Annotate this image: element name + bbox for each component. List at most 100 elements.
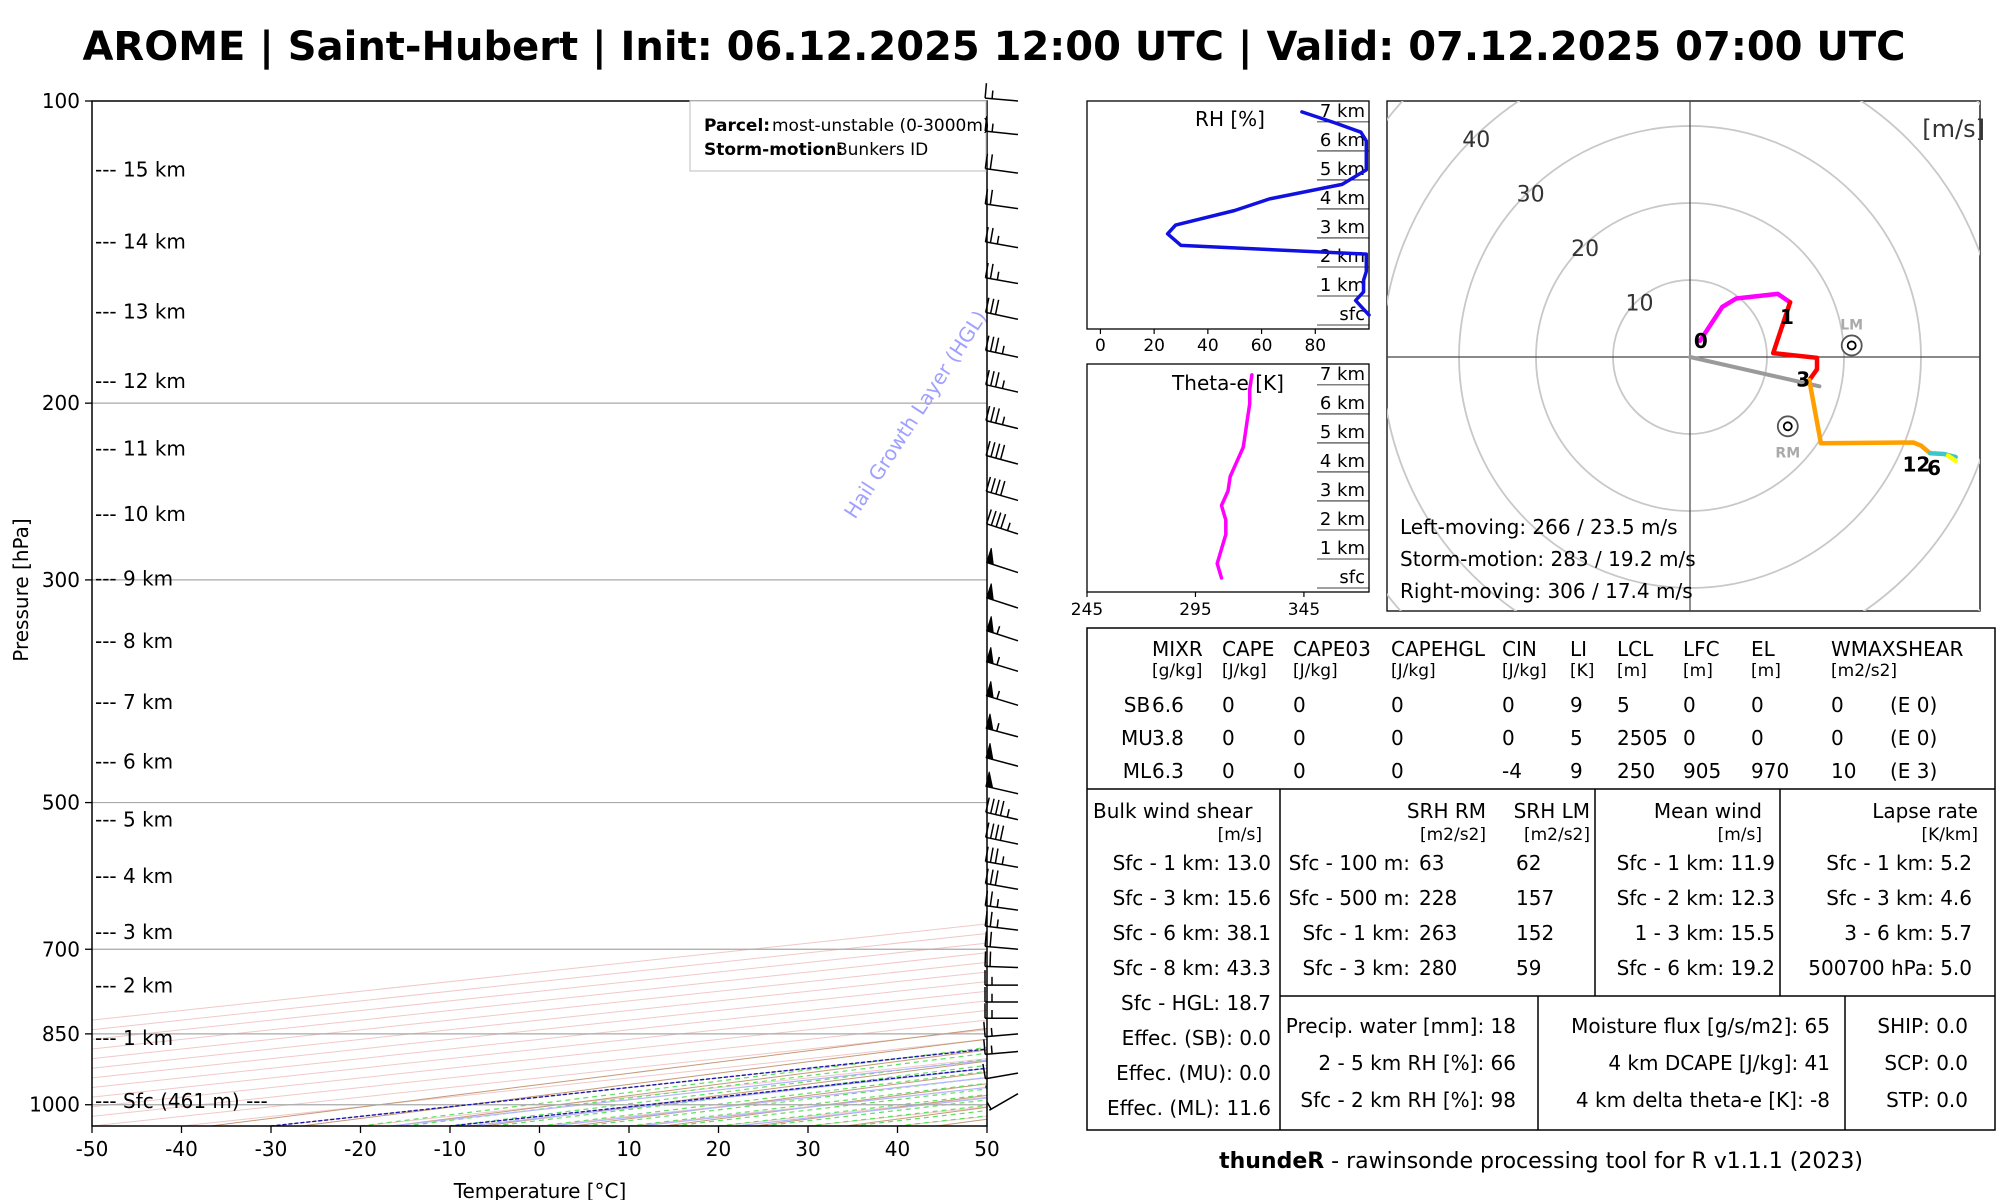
barb-half-flag bbox=[996, 898, 1000, 908]
barb-half-flag bbox=[991, 123, 994, 132]
param-value: 0 bbox=[1293, 759, 1306, 783]
barb-half-flag bbox=[1006, 522, 1011, 531]
param-header: CAPEHGL bbox=[1391, 637, 1486, 661]
wind-barb bbox=[984, 116, 1019, 136]
hodograph-frame bbox=[1386, 100, 1981, 612]
bulk-title: Bulk wind shear bbox=[1093, 799, 1253, 823]
barb-pennant bbox=[985, 713, 994, 731]
height-label: 2 km bbox=[1320, 246, 1365, 267]
legend-storm-key: Storm-motion: bbox=[704, 140, 843, 160]
barb-shaft bbox=[985, 349, 1019, 358]
param-header: CAPE bbox=[1222, 637, 1274, 661]
wind-barb bbox=[984, 262, 1019, 285]
bulk-row: Effec. (MU): 0.0 bbox=[1116, 1061, 1271, 1085]
srh-rm-value: 228 bbox=[1419, 886, 1457, 910]
moisture-row: 4 km DCAPE [J/kg]: 41 bbox=[1608, 1051, 1830, 1075]
x-tick-label: 20 bbox=[706, 1137, 731, 1161]
height-label: --- 6 km bbox=[95, 749, 173, 773]
param-row-label: MU bbox=[1121, 726, 1153, 750]
param-unit: [m] bbox=[1751, 661, 1781, 681]
hodo-info-left: Left-moving: 266 / 23.5 m/s bbox=[1400, 515, 1678, 539]
wind-barb bbox=[983, 1039, 1019, 1056]
theta-e-content: sfc 1 km 2 km 3 km 4 km 5 km 6 km 7 km 245 295 345 bbox=[1071, 364, 1369, 620]
height-label: --- 9 km bbox=[95, 566, 173, 590]
hodo-height-label: 0 bbox=[1694, 329, 1708, 353]
thermo-params: MIXR[g/kg]CAPE[J/kg]CAPE03[J/kg]CAPEHGL[… bbox=[1121, 637, 1963, 783]
x-tick-label: 0 bbox=[1095, 336, 1106, 356]
barb-flag bbox=[994, 870, 999, 886]
barb-half-flag bbox=[996, 919, 999, 928]
height-label: --- 14 km bbox=[95, 229, 186, 253]
mixing-ratio-line bbox=[390, 1059, 987, 1126]
storm-marker-dot bbox=[1782, 421, 1793, 432]
height-label: 1 km bbox=[1320, 538, 1365, 559]
param-value: 5 bbox=[1617, 693, 1630, 717]
param-unit: [g/kg] bbox=[1152, 661, 1202, 681]
x-tick-label: -20 bbox=[344, 1137, 377, 1161]
barb-shaft bbox=[985, 811, 1019, 821]
legend-parcel-value: most-unstable (0-3000m) bbox=[772, 116, 990, 136]
x-tick-label: 10 bbox=[616, 1137, 641, 1161]
height-label: --- 15 km bbox=[95, 157, 186, 181]
wind-barbs bbox=[982, 83, 1019, 1111]
barb-flag bbox=[989, 847, 994, 863]
height-label: --- 10 km bbox=[95, 502, 186, 526]
param-value: (E 0) bbox=[1890, 693, 1937, 717]
isotherm bbox=[92, 942, 987, 1040]
height-label: 4 km bbox=[1320, 188, 1365, 209]
barb-shaft bbox=[985, 167, 1019, 174]
barb-half-flag bbox=[991, 90, 994, 99]
barb-flag bbox=[989, 891, 994, 907]
barb-flag bbox=[989, 869, 994, 885]
param-value: 5 bbox=[1570, 726, 1583, 750]
bulk-row: Effec. (ML): 11.6 bbox=[1107, 1096, 1271, 1120]
skew-t-panel: 124816 Hail Growth Layer (HGL) -50-40-30… bbox=[9, 89, 1000, 1200]
height-label: --- 5 km bbox=[95, 808, 173, 832]
profile-line bbox=[1165, 110, 1371, 317]
param-unit: [J/kg] bbox=[1502, 661, 1547, 681]
barb-flag bbox=[984, 227, 989, 243]
barb-flag bbox=[990, 407, 996, 422]
height-label: 3 km bbox=[1320, 480, 1365, 501]
barb-flag bbox=[984, 846, 989, 862]
barb-shaft bbox=[985, 1033, 1019, 1038]
barb-flag bbox=[994, 799, 1000, 815]
mixing-ratio-line bbox=[467, 1067, 987, 1126]
theta-e-panel: Theta-e [K] sfc 1 km 2 km 3 km 4 km 5 km 6 km 7… bbox=[1071, 363, 1370, 620]
srh-lm-value: 62 bbox=[1516, 851, 1541, 875]
barb-half-flag bbox=[1001, 416, 1006, 425]
p-tick-label: 200 bbox=[42, 391, 80, 415]
barb-flag bbox=[990, 510, 997, 526]
param-value: 0 bbox=[1222, 726, 1235, 750]
barb-pennant bbox=[985, 743, 994, 761]
hodograph-labels: 10 20 30 40 LM RM 0 1 3 126 bbox=[1462, 128, 1941, 480]
p-tick-label: 700 bbox=[42, 937, 80, 961]
param-unit: [J/kg] bbox=[1293, 661, 1338, 681]
param-value: 250 bbox=[1617, 759, 1655, 783]
height-label: sfc bbox=[1339, 304, 1365, 325]
wind-barb bbox=[984, 970, 1019, 986]
height-label: --- 2 km bbox=[95, 974, 173, 998]
barb-pennant bbox=[985, 616, 994, 634]
barb-flag bbox=[994, 408, 1001, 424]
barb-flag bbox=[990, 442, 996, 458]
barb-shaft bbox=[985, 383, 1019, 393]
barb-half-flag bbox=[996, 625, 1001, 635]
barb-flag bbox=[989, 263, 994, 279]
param-unit: [K] bbox=[1570, 661, 1594, 681]
barb-flag bbox=[994, 848, 999, 864]
barb-flag bbox=[984, 335, 990, 351]
lapse-rate-section: Lapse rate [K/km] Sfc - 1 km: 5.2 Sfc - … bbox=[1808, 799, 1978, 980]
param-value: (E 0) bbox=[1890, 726, 1937, 750]
theta-e-title: Theta-e [K] bbox=[1171, 371, 1284, 395]
wind-barb bbox=[985, 743, 1019, 767]
barb-half-flag bbox=[1001, 856, 1005, 865]
moisture-row: 4 km delta theta-e [K]: -8 bbox=[1576, 1088, 1830, 1112]
height-label: 7 km bbox=[1320, 364, 1365, 385]
hodograph-unit: [m/s] bbox=[1922, 115, 1985, 143]
x-tick-label: 295 bbox=[1179, 600, 1211, 620]
y-axis-label: Pressure [hPa] bbox=[9, 518, 33, 661]
barb-flag bbox=[999, 800, 1005, 816]
param-value: 0 bbox=[1391, 726, 1404, 750]
srh-lm-value: 59 bbox=[1516, 956, 1541, 980]
